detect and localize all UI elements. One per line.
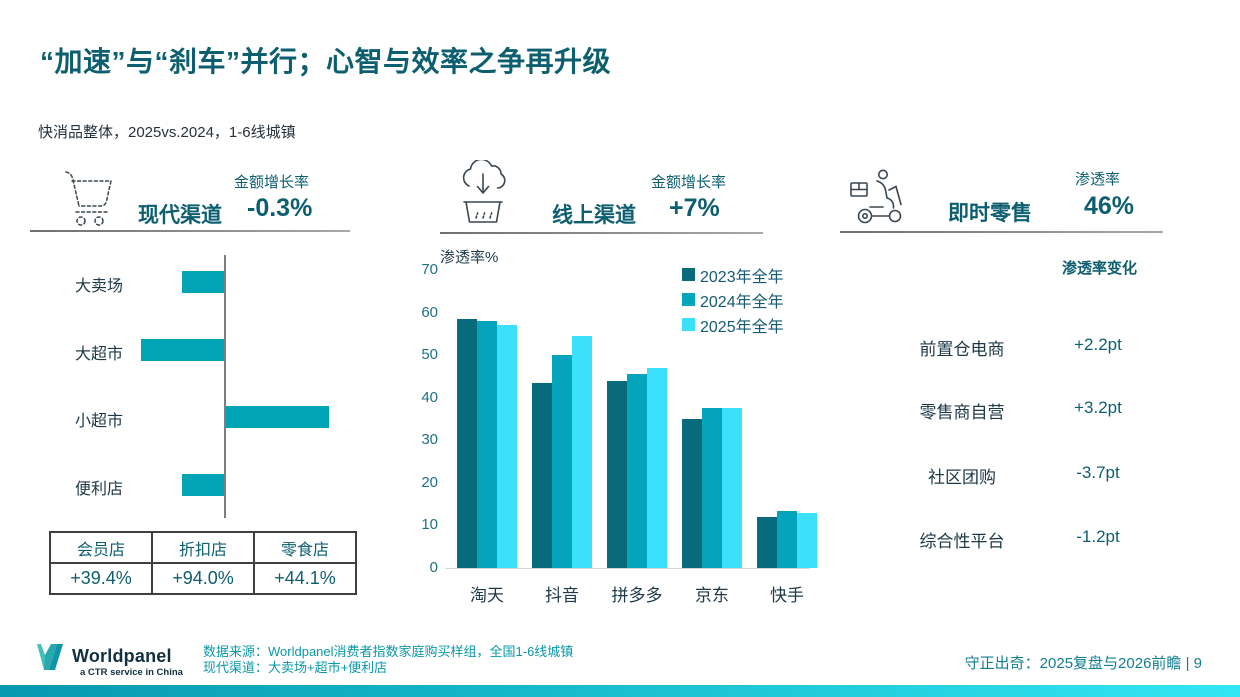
- category-label: 淘天: [470, 586, 504, 605]
- delivery-scooter-icon: [846, 167, 906, 227]
- bar-segment: [226, 406, 329, 428]
- y-tick-label: 30: [421, 431, 438, 448]
- table-value-cell: +44.1%: [253, 562, 357, 595]
- legend-label: 2024年全年: [700, 293, 784, 311]
- bar-segment: [757, 517, 777, 568]
- worldpanel-logo-tagline: a CTR service in China: [80, 667, 183, 678]
- bar-segment: [797, 513, 817, 568]
- page-title: “加速”与“刹车”并行；心智与效率之争再升级: [40, 46, 612, 77]
- bar-segment: [477, 321, 497, 568]
- legend-item: 2025年全年: [682, 314, 784, 336]
- legend-swatch: [682, 318, 695, 331]
- category-label: 拼多多: [611, 586, 663, 605]
- page-subtitle: 快消品整体，2025vs.2024，1-6线城镇: [38, 124, 296, 141]
- legend-item: 2023年全年: [682, 264, 784, 286]
- bar-segment: [572, 336, 592, 568]
- list-item-label: 社区团购: [928, 468, 996, 487]
- subchannel-growth-table: 会员店 折扣店 零食店 +39.4% +94.0% +44.1%: [49, 531, 357, 595]
- bar-segment: [182, 474, 224, 496]
- legend-label: 2023年全年: [700, 268, 784, 286]
- table-header-cell: 会员店: [49, 531, 153, 564]
- legend-swatch: [682, 268, 695, 281]
- chart-zero-axis: [224, 255, 226, 518]
- bar-segment: [627, 374, 647, 568]
- penetration-change-list: 前置仓电商 +2.2pt 零售商自营 +3.2pt 社区团购 -3.7pt 综合性平台 -1.…: [840, 300, 1220, 570]
- category-label: 快手: [770, 586, 804, 605]
- online-chart-axis-title: 渗透率%: [440, 249, 499, 266]
- shopping-cart-icon: [58, 168, 116, 230]
- worldpanel-logo-icon: [35, 642, 67, 672]
- y-tick-label: 70: [421, 261, 438, 278]
- table-value-cell: +39.4%: [49, 562, 153, 595]
- table-header-cell: 折扣店: [151, 531, 255, 564]
- list-item-value: +3.2pt: [1074, 398, 1122, 417]
- bar-segment: [777, 511, 797, 568]
- list-item-value: -1.2pt: [1076, 527, 1120, 546]
- modern-metric-label: 金额增长率: [234, 174, 310, 191]
- modern-channel-bar-chart: 大卖场大超市小超市便利店: [30, 255, 390, 521]
- worldpanel-logo-name: Worldpanel: [72, 646, 172, 666]
- table-row: +39.4% +94.0% +44.1%: [49, 562, 357, 595]
- page-caption: 守正出奇：2025复盘与2026前瞻 | 9: [964, 655, 1202, 672]
- y-tick-label: 20: [421, 474, 438, 491]
- cloud-download-basket-icon: [456, 160, 510, 230]
- y-tick-label: 50: [421, 346, 438, 363]
- table-value-cell: +94.0%: [151, 562, 255, 595]
- list-item-value: +2.2pt: [1074, 335, 1122, 354]
- section-name-instant: 即时零售: [948, 202, 1032, 225]
- table-row: 会员店 折扣店 零食店: [49, 531, 357, 564]
- bar-segment: [497, 325, 517, 568]
- y-tick-label: 40: [421, 389, 438, 406]
- list-item-label: 综合性平台: [919, 532, 1005, 551]
- category-label: 便利店: [75, 481, 124, 498]
- bar-segment: [722, 408, 742, 568]
- category-label: 小超市: [75, 413, 124, 430]
- category-label: 大卖场: [75, 278, 124, 295]
- penetration-change-header: 渗透率变化: [1062, 260, 1138, 277]
- online-metric-label: 金额增长率: [651, 174, 727, 191]
- bar-segment: [457, 319, 477, 568]
- bottom-accent-bar: [0, 685, 1240, 697]
- y-tick-label: 60: [421, 304, 438, 321]
- table-header-cell: 零食店: [253, 531, 357, 564]
- data-source-line2: 现代渠道：大卖场+超市+便利店: [203, 660, 388, 675]
- online-metric-value: +7%: [669, 194, 720, 222]
- section-divider: [840, 231, 1163, 233]
- instant-metric-label: 渗透率: [1075, 171, 1121, 188]
- section-divider: [440, 232, 763, 234]
- bar-segment: [532, 383, 552, 568]
- list-item-label: 前置仓电商: [919, 340, 1005, 359]
- bar-segment: [682, 419, 702, 568]
- category-label: 大超市: [75, 346, 124, 363]
- legend-label: 2025年全年: [700, 318, 784, 336]
- bar-segment: [647, 368, 667, 568]
- chart-legend: 2023年全年 2024年全年 2025年全年: [682, 264, 784, 336]
- bar-segment: [552, 355, 572, 568]
- chart-baseline: [445, 568, 810, 569]
- online-penetration-column-chart: 2023年全年 2024年全年 2025年全年 0 10 20 30 40 50 60 70 淘天 抖…: [420, 255, 840, 615]
- y-tick-label: 10: [421, 516, 438, 533]
- data-source-line1: 数据来源：Worldpanel消费者指数家庭购买样组，全国1-6线城镇: [203, 644, 574, 659]
- bar-segment: [607, 381, 627, 568]
- section-divider: [30, 230, 350, 232]
- bar-segment: [182, 271, 224, 293]
- section-name-modern: 现代渠道: [138, 204, 222, 227]
- y-tick-label: 0: [429, 559, 438, 576]
- list-item-label: 零售商自营: [919, 403, 1005, 422]
- bar-segment: [141, 339, 224, 361]
- list-item-value: -3.7pt: [1076, 463, 1120, 482]
- section-name-online: 线上渠道: [552, 204, 636, 227]
- legend-item: 2024年全年: [682, 289, 784, 311]
- category-label: 京东: [695, 586, 729, 605]
- legend-swatch: [682, 293, 695, 306]
- category-label: 抖音: [545, 586, 579, 605]
- data-source-note: 数据来源：Worldpanel消费者指数家庭购买样组，全国1-6线城镇 现代渠道…: [203, 644, 573, 676]
- instant-metric-value: 46%: [1084, 192, 1135, 220]
- modern-metric-value: -0.3%: [247, 194, 313, 222]
- bar-segment: [702, 408, 722, 568]
